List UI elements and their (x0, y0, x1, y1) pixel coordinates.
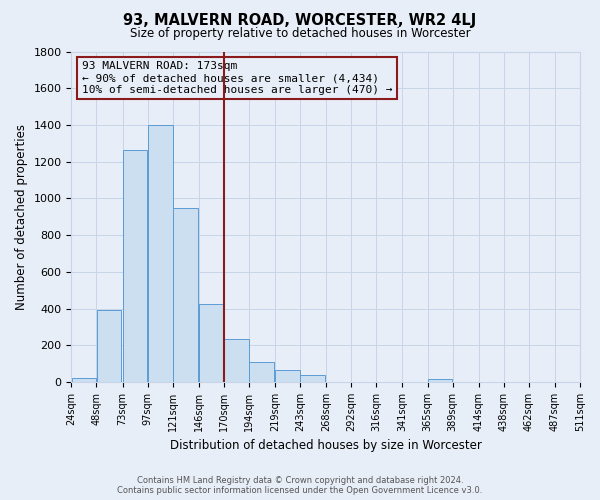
X-axis label: Distribution of detached houses by size in Worcester: Distribution of detached houses by size … (170, 440, 482, 452)
Bar (123, 150, 148, 382)
Y-axis label: Number of detached properties: Number of detached properties (15, 124, 28, 310)
Bar (428, 380, 452, 382)
Bar (199, 304, 224, 382)
Text: 93, MALVERN ROAD, WORCESTER, WR2 4LJ: 93, MALVERN ROAD, WORCESTER, WR2 4LJ (124, 12, 476, 28)
Bar (249, 362, 274, 382)
Bar (97, 310, 121, 382)
Bar (71, 378, 97, 382)
Bar (224, 339, 249, 382)
Bar (275, 370, 300, 382)
Text: 93 MALVERN ROAD: 173sqm
← 90% of detached houses are smaller (4,434)
10% of semi: 93 MALVERN ROAD: 173sqm ← 90% of detache… (82, 62, 392, 94)
Bar (300, 374, 325, 382)
Text: Contains HM Land Registry data © Crown copyright and database right 2024.
Contai: Contains HM Land Registry data © Crown c… (118, 476, 482, 495)
Text: Size of property relative to detached houses in Worcester: Size of property relative to detached ho… (130, 28, 470, 40)
Bar (173, 208, 197, 382)
Bar (148, 125, 173, 382)
